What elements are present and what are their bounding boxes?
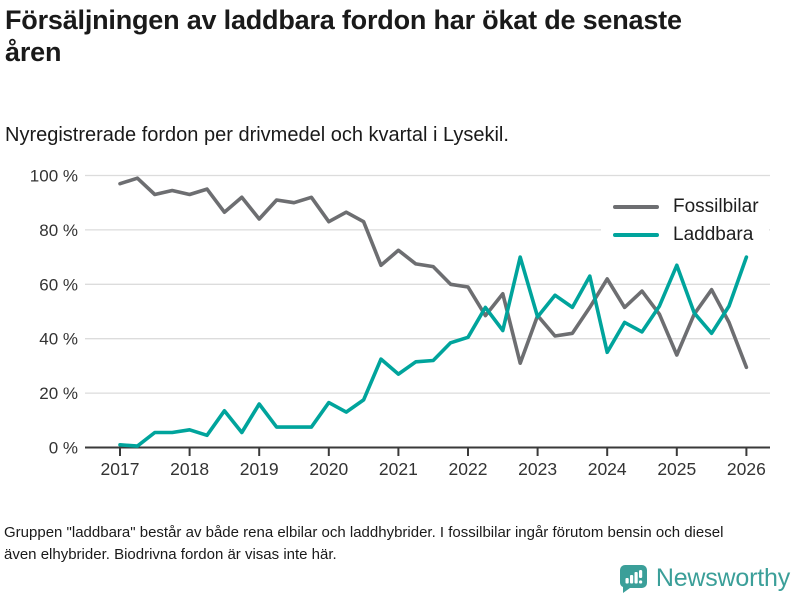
- y-tick-label: 100 %: [30, 167, 78, 186]
- legend-item-laddbara: Laddbara: [613, 221, 759, 249]
- legend-label-fossilbilar: Fossilbilar: [673, 196, 759, 217]
- x-tick-label: 2023: [518, 459, 557, 479]
- x-tick-label: 2024: [588, 459, 627, 479]
- series-line-fossilbilar: [118, 176, 749, 370]
- y-tick-label: 20 %: [39, 384, 78, 403]
- y-tick-label: 80 %: [39, 221, 78, 240]
- x-tick-label: 2017: [101, 459, 140, 479]
- x-tick-label: 2018: [170, 459, 209, 479]
- newsworthy-logo: Newsworthy: [619, 564, 790, 593]
- x-tick-label: 2022: [449, 459, 488, 479]
- legend-item-fossilbilar: Fossilbilar: [613, 193, 759, 221]
- chart-legend: Fossilbilar Laddbara: [601, 191, 769, 253]
- y-tick-label: 40 %: [39, 330, 78, 349]
- y-tick-label: 60 %: [39, 275, 78, 294]
- laddbara-line-swatch-icon: [613, 232, 659, 238]
- x-tick-label: 2020: [309, 459, 348, 479]
- bar-chart-speech-bubble-icon: [619, 565, 647, 593]
- chart-footnote: Gruppen "laddbara" består av både rena e…: [4, 524, 724, 563]
- newsworthy-logo-text: Newsworthy: [655, 564, 790, 592]
- x-tick-label: 2025: [657, 459, 696, 479]
- legend-label-laddbara: Laddbara: [673, 224, 754, 245]
- y-tick-label: 0 %: [49, 439, 78, 458]
- chart-subtitle: Nyregistrerade fordon per drivmedel och …: [5, 124, 509, 146]
- x-tick-label: 2026: [727, 459, 766, 479]
- series-line-laddbara: [118, 255, 749, 448]
- chart-title: Försäljningen av laddbara fordon har öka…: [5, 5, 682, 68]
- x-tick-label: 2021: [379, 459, 418, 479]
- x-tick-label: 2019: [240, 459, 279, 479]
- fossilbilar-line-swatch-icon: [613, 204, 659, 210]
